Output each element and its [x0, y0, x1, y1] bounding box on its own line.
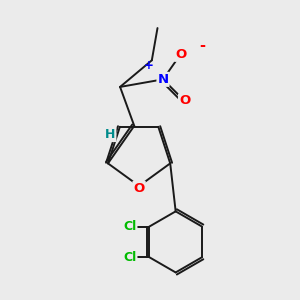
- Text: -: -: [200, 38, 206, 53]
- Text: O: O: [175, 48, 186, 61]
- Text: H: H: [105, 128, 116, 141]
- Text: O: O: [179, 94, 190, 107]
- Text: N: N: [158, 73, 169, 86]
- Text: Cl: Cl: [123, 251, 136, 264]
- Text: O: O: [134, 182, 145, 195]
- Text: +: +: [144, 59, 154, 72]
- Text: Cl: Cl: [123, 220, 136, 233]
